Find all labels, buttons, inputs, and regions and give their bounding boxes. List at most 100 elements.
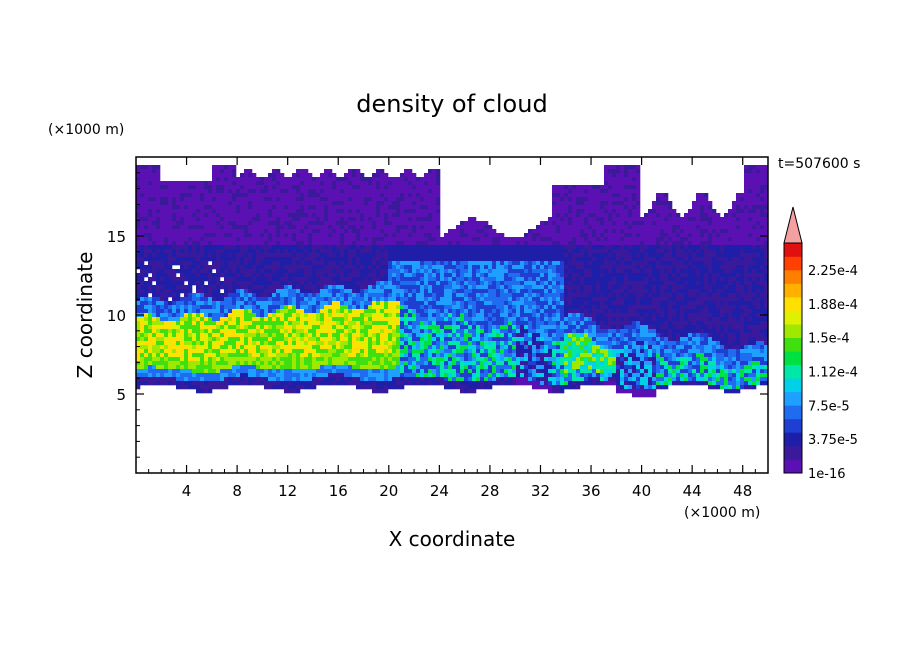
density-cell xyxy=(500,261,505,266)
density-cell xyxy=(228,181,233,186)
density-cell xyxy=(512,277,517,282)
density-cell xyxy=(412,249,417,254)
density-cell xyxy=(320,185,325,190)
density-cell xyxy=(644,213,649,218)
density-cell xyxy=(708,241,713,246)
density-cell xyxy=(264,189,269,194)
density-cell xyxy=(152,229,157,234)
density-cell xyxy=(440,237,445,242)
density-cell xyxy=(432,201,437,206)
density-cell xyxy=(452,233,457,238)
density-cell xyxy=(260,313,265,318)
density-cell xyxy=(688,237,693,242)
density-cell xyxy=(392,281,397,286)
density-cell xyxy=(196,241,201,246)
density-cell xyxy=(656,297,661,302)
density-cell xyxy=(200,241,205,246)
density-cell xyxy=(224,165,229,170)
density-cell xyxy=(744,233,749,238)
density-cell xyxy=(376,301,381,306)
density-cell xyxy=(556,237,561,242)
density-cell xyxy=(300,197,305,202)
density-cell xyxy=(248,237,253,242)
density-cell xyxy=(720,217,725,222)
density-cell xyxy=(632,197,637,202)
density-cell xyxy=(548,309,553,314)
density-cell xyxy=(160,245,165,250)
density-cell xyxy=(348,301,353,306)
density-cell xyxy=(292,285,297,290)
density-cell xyxy=(200,289,205,294)
density-cell xyxy=(488,241,493,246)
density-cell xyxy=(216,277,221,282)
density-cell xyxy=(272,281,277,286)
density-cell xyxy=(280,269,285,274)
density-cell xyxy=(144,253,149,258)
density-cell xyxy=(372,257,377,262)
density-cell xyxy=(184,225,189,230)
density-cell xyxy=(188,221,193,226)
density-cell xyxy=(628,269,633,274)
density-cell xyxy=(472,249,477,254)
density-cell xyxy=(148,309,153,314)
density-cell xyxy=(196,257,201,262)
density-cell xyxy=(576,217,581,222)
density-cell xyxy=(396,313,401,318)
density-cell xyxy=(392,305,397,310)
density-cell xyxy=(420,261,425,266)
density-cell xyxy=(180,213,185,218)
density-cell xyxy=(360,241,365,246)
density-cell xyxy=(464,309,469,314)
density-cell xyxy=(408,185,413,190)
density-cell xyxy=(656,201,661,206)
density-cell xyxy=(276,257,281,262)
density-cell xyxy=(260,261,265,266)
density-cell xyxy=(512,245,517,250)
density-cell xyxy=(544,305,549,310)
density-cell xyxy=(396,273,401,278)
density-cell xyxy=(232,237,237,242)
density-cell xyxy=(556,285,561,290)
density-cell xyxy=(164,237,169,242)
density-cell xyxy=(304,273,309,278)
density-cell xyxy=(692,245,697,250)
density-cell xyxy=(168,281,173,286)
density-cell xyxy=(556,277,561,282)
density-cell xyxy=(416,285,421,290)
density-cell xyxy=(528,261,533,266)
density-cell xyxy=(300,209,305,214)
density-cell xyxy=(540,285,545,290)
density-cell xyxy=(144,221,149,226)
density-cell xyxy=(212,177,217,182)
density-cell xyxy=(372,189,377,194)
density-cell xyxy=(396,305,401,310)
density-cell xyxy=(136,169,141,174)
density-cell xyxy=(764,209,768,214)
density-cell xyxy=(420,285,425,290)
density-cell xyxy=(704,221,709,226)
density-cell xyxy=(728,233,733,238)
density-cell xyxy=(412,261,417,266)
density-cell xyxy=(644,269,649,274)
density-cell xyxy=(160,313,165,318)
density-cell xyxy=(376,269,381,274)
density-cell xyxy=(312,313,317,318)
density-cell xyxy=(172,257,177,262)
density-cell xyxy=(304,201,309,206)
density-cell xyxy=(524,261,529,266)
density-cell xyxy=(304,169,309,174)
density-cell xyxy=(572,185,577,190)
density-cell xyxy=(616,165,621,170)
density-cell xyxy=(564,281,569,286)
density-cell xyxy=(216,225,221,230)
density-cell xyxy=(420,209,425,214)
density-cell xyxy=(384,185,389,190)
density-cell xyxy=(284,281,289,286)
density-cell xyxy=(708,233,713,238)
density-cell xyxy=(580,249,585,254)
density-cell xyxy=(552,297,557,302)
density-cell xyxy=(748,293,753,298)
density-cell xyxy=(408,229,413,234)
density-cell xyxy=(756,245,761,250)
density-cell xyxy=(264,197,269,202)
